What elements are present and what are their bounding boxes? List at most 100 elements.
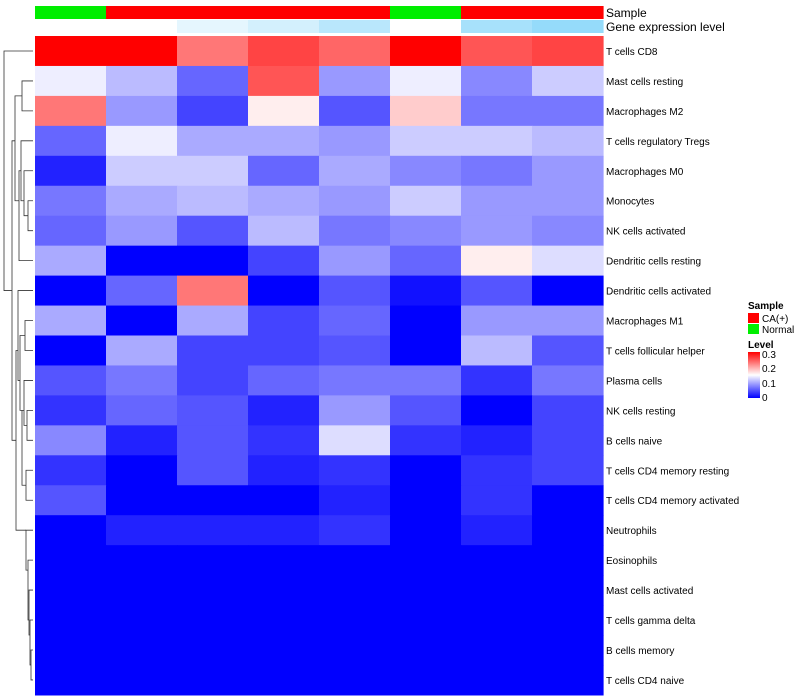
sample-annotation-cell — [461, 6, 533, 19]
heatmap-cells — [35, 36, 604, 696]
heatmap-cell — [390, 575, 462, 606]
heatmap-cell — [390, 125, 462, 157]
row-label: Macrophages M0 — [606, 167, 684, 178]
row-label: B cells naive — [606, 436, 663, 447]
heatmap-cell — [319, 185, 391, 217]
sample-annotation-cell — [35, 6, 107, 19]
heatmap-cell — [319, 305, 391, 337]
heatmap-cell — [177, 365, 249, 396]
heatmap-cell — [35, 515, 107, 546]
heatmap-cell — [177, 185, 249, 217]
heatmap-cell — [35, 635, 107, 666]
heatmap-cell — [106, 215, 178, 247]
heatmap-cell — [390, 455, 462, 486]
row-label: T cells regulatory Tregs — [606, 137, 710, 148]
heatmap-cell — [177, 36, 249, 67]
legend-level-tick: 0 — [762, 393, 768, 404]
sample-annotation-cell — [177, 6, 249, 19]
heatmap-cell — [461, 455, 533, 486]
heatmap-cell — [461, 245, 533, 277]
heatmap-cell — [106, 425, 178, 456]
heatmap-cell — [532, 395, 604, 426]
heatmap-cell — [35, 305, 107, 337]
row-label: T cells CD4 memory activated — [606, 496, 739, 507]
heatmap-cell — [106, 155, 178, 187]
row-label: NK cells activated — [606, 227, 685, 238]
row-label: T cells CD4 memory resting — [606, 466, 729, 477]
heatmap-cell — [461, 365, 533, 396]
legend-level-tick: 0.3 — [762, 350, 776, 361]
heatmap-cell — [177, 215, 249, 247]
heatmap-cell — [390, 545, 462, 576]
heatmap-cell — [248, 365, 320, 396]
row-label: Dendritic cells resting — [606, 257, 701, 268]
heatmap-cell — [532, 515, 604, 546]
sample-annotation-cell — [106, 6, 178, 19]
heatmap-cell — [532, 245, 604, 277]
heatmap-cell — [177, 275, 249, 307]
heatmap-cell — [461, 515, 533, 546]
row-label: Macrophages M1 — [606, 317, 684, 328]
heatmap-cell — [390, 245, 462, 277]
heatmap-cell — [532, 36, 604, 67]
heatmap-cell — [532, 545, 604, 576]
heatmap-cell — [461, 395, 533, 426]
heatmap-cell — [532, 305, 604, 337]
heatmap-cell — [319, 365, 391, 396]
heatmap-cell — [177, 335, 249, 367]
heatmap-cell — [461, 155, 533, 187]
legend-level-title: Level — [748, 340, 774, 351]
heatmap-cell — [35, 575, 107, 606]
heatmap-cell — [319, 275, 391, 307]
heatmap-cell — [106, 335, 178, 367]
heatmap-cell — [35, 425, 107, 456]
heatmap-cell — [319, 36, 391, 67]
heatmap-cell — [461, 485, 533, 516]
heatmap-cell — [177, 575, 249, 606]
heatmap-cell — [248, 215, 320, 247]
dendrogram-branch — [27, 200, 33, 232]
heatmap-cell — [248, 455, 320, 486]
heatmap-cell — [248, 36, 320, 67]
heatmap-cell — [319, 95, 391, 127]
heatmap-cell — [390, 485, 462, 516]
heatmap-cell — [35, 335, 107, 367]
heatmap-cell — [390, 605, 462, 636]
heatmap-cell — [319, 545, 391, 576]
heatmap-cell — [390, 425, 462, 456]
heatmap-cell — [532, 275, 604, 307]
dendrogram-branch — [21, 80, 33, 112]
heatmap-cell — [532, 365, 604, 396]
heatmap-cell — [248, 65, 320, 97]
heatmap-cell — [319, 245, 391, 277]
heatmap-cell — [532, 605, 604, 636]
heatmap-cell — [390, 365, 462, 396]
heatmap-cell — [319, 215, 391, 247]
heatmap-cell — [532, 455, 604, 486]
heatmap-cell — [35, 485, 107, 516]
row-label: Monocytes — [606, 197, 654, 208]
heatmap-cell — [319, 125, 391, 157]
heatmap-cell — [177, 664, 249, 696]
dendrogram-branch — [27, 559, 33, 621]
heatmap-cell — [106, 395, 178, 426]
legend-swatch-normal — [748, 324, 759, 334]
row-label: Dendritic cells activated — [606, 287, 711, 298]
row-label: Plasma cells — [606, 376, 662, 387]
heatmap-cell — [248, 575, 320, 606]
heatmap-cell — [532, 664, 604, 696]
heatmap-cell — [319, 65, 391, 97]
heatmap-cell — [390, 305, 462, 337]
heatmap-cell — [532, 425, 604, 456]
heatmap-cell — [248, 155, 320, 187]
heatmap-cell — [35, 65, 107, 97]
expression-annotation-cell — [248, 20, 320, 33]
heatmap-cell — [106, 36, 178, 67]
heatmap-cell — [35, 155, 107, 187]
heatmap-cell — [319, 635, 391, 666]
heatmap-cell — [390, 275, 462, 307]
heatmap-cell — [461, 185, 533, 217]
dendrogram-branch — [18, 170, 33, 262]
expression-annotation-cell — [532, 20, 604, 33]
row-label: Mast cells activated — [606, 586, 693, 597]
